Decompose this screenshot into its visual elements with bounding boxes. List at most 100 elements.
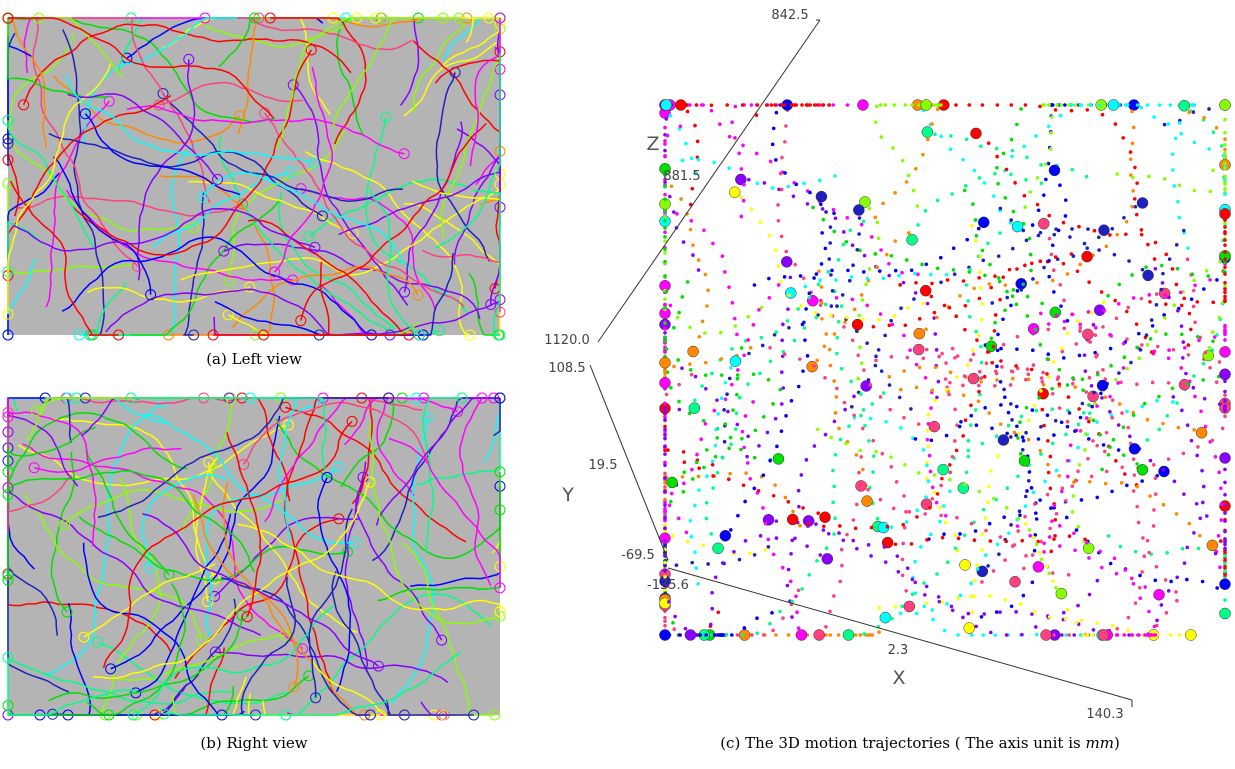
trajectory-point: [935, 198, 940, 203]
trajectory-point: [831, 468, 835, 473]
trajectory: [270, 17, 367, 145]
trajectory-point: [916, 422, 921, 426]
trajectory-point: [835, 304, 839, 308]
trajectory-point: [924, 327, 928, 332]
trajectory-head: [1082, 542, 1095, 554]
trajectory-point: [923, 512, 928, 516]
trajectory-point: [998, 379, 1003, 384]
trajectory-point: [1104, 430, 1109, 435]
trajectory-point: [1090, 404, 1094, 409]
trajectory-point: [982, 181, 987, 185]
trajectory-point: [921, 448, 926, 452]
trajectory: [278, 192, 396, 330]
trajectory-point: [948, 463, 952, 467]
trajectory-point: [928, 532, 933, 537]
trajectory-point: [898, 611, 903, 616]
trajectory-point: [786, 567, 791, 572]
trajectory-point: [1223, 540, 1227, 544]
trajectory-point: [1011, 288, 1016, 292]
target-marker: [413, 329, 425, 341]
target-marker: [125, 392, 137, 404]
trajectory-point: [805, 103, 809, 107]
trajectory-point: [1070, 510, 1075, 514]
trajectory-point: [1132, 473, 1137, 477]
trajectory-point: [947, 305, 952, 310]
trajectory-point: [680, 158, 685, 163]
trajectory-point: [1091, 418, 1096, 423]
trajectory-point: [1023, 494, 1028, 499]
trajectory-point: [1183, 345, 1187, 350]
trajectory-point: [720, 561, 725, 565]
trajectory-point: [1223, 559, 1227, 563]
trajectory-head: [712, 542, 724, 555]
trajectory-point: [1186, 343, 1191, 347]
trajectory-point: [978, 270, 982, 274]
trajectory-point: [1026, 372, 1031, 377]
trajectory-point: [832, 484, 836, 489]
trajectory-point: [972, 168, 977, 173]
trajectory-point: [1129, 576, 1134, 581]
trajectory-point: [1022, 566, 1026, 571]
trajectory-point: [877, 269, 882, 273]
trajectory-point: [1126, 425, 1130, 430]
trajectory-point: [1095, 621, 1099, 625]
trajectory-point: [1036, 437, 1041, 441]
trajectory-point: [1092, 390, 1096, 395]
trajectory-point: [1135, 382, 1139, 387]
z-tick-label: 881.5: [663, 169, 700, 184]
trajectory-point: [1115, 633, 1120, 637]
trajectory-point: [833, 411, 838, 415]
trajectory-point: [1186, 353, 1191, 357]
trajectory-point: [1118, 544, 1123, 549]
trajectory-point: [939, 103, 943, 107]
trajectory-point: [893, 239, 898, 243]
trajectory-point: [925, 437, 930, 442]
trajectory-point: [776, 264, 781, 268]
trajectory-point: [957, 424, 962, 429]
trajectory-point: [1050, 519, 1054, 523]
target-marker: [421, 411, 433, 423]
trajectory-point: [1080, 377, 1085, 382]
trajectory-point: [999, 403, 1003, 407]
trajectory-point: [956, 633, 960, 637]
trajectory-point: [1079, 618, 1084, 623]
trajectory-point: [925, 538, 929, 542]
target-marker: [207, 329, 219, 341]
trajectory-point: [1223, 155, 1227, 160]
trajectory-point: [727, 446, 731, 451]
trajectory-point: [979, 615, 984, 619]
trajectory-point: [1038, 104, 1042, 109]
trajectory-point: [1223, 569, 1227, 574]
trajectory-point: [1083, 369, 1088, 373]
trajectory-point: [895, 554, 900, 558]
trajectory-point: [1078, 322, 1083, 327]
trajectory-point: [1110, 226, 1115, 231]
trajectory-point: [900, 270, 904, 275]
trajectory-point: [843, 407, 847, 412]
trajectory-point: [1157, 103, 1162, 107]
trajectory-point: [1108, 233, 1112, 237]
trajectory-head: [967, 372, 980, 385]
trajectory-point: [928, 505, 932, 510]
target-marker: [78, 631, 90, 643]
trajectory: [308, 508, 353, 698]
trajectory-point: [663, 424, 667, 429]
right-view-image: [8, 398, 500, 715]
trajectory-point: [758, 220, 763, 225]
trajectory: [435, 72, 491, 262]
trajectory-point: [1076, 422, 1081, 427]
trajectory-point: [724, 632, 729, 637]
trajectory-point: [1070, 103, 1074, 107]
trajectory-point: [956, 596, 960, 601]
trajectory-point: [747, 351, 751, 356]
trajectory-head: [772, 453, 785, 465]
trajectory-point: [804, 458, 809, 462]
trajectory-point: [801, 506, 805, 510]
trajectory-point: [1050, 441, 1055, 446]
trajectory-point: [1223, 503, 1227, 507]
caption: (b) Right view: [200, 734, 307, 752]
target-marker: [105, 663, 117, 675]
trajectory-point: [866, 543, 871, 547]
trajectory-point: [1207, 147, 1211, 151]
trajectory-point: [981, 633, 986, 637]
